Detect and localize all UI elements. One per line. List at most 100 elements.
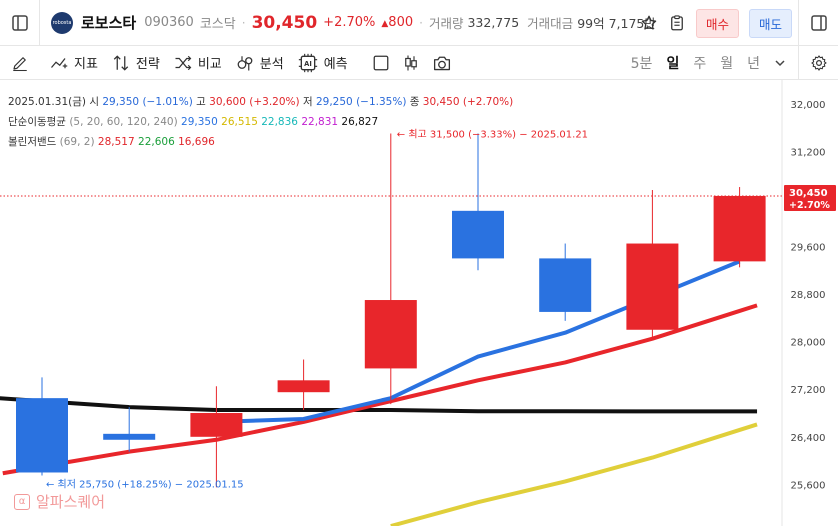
stock-header: robosta 로보스타 090360 코스닥 · 30,450 +2.70% … <box>0 0 838 46</box>
candle-body <box>364 300 417 369</box>
ma-value-20: 26,515 <box>221 116 258 128</box>
ai-chip-icon: AI <box>298 53 317 72</box>
ma-value-120: 22,831 <box>301 116 339 128</box>
chart-type-button[interactable] <box>402 54 420 72</box>
y-tick-label: 28,000 <box>791 338 826 349</box>
y-tick-label: 27,200 <box>791 385 826 396</box>
chart-legend: 2025.01.31(금) 시 29,350 (−1.01%) 고 30,600… <box>8 92 513 152</box>
volume-value: 332,775 <box>467 15 520 30</box>
bollinger-middle: 22,606 <box>138 136 175 148</box>
candlestick-icon <box>404 55 417 70</box>
period-4[interactable]: 년 <box>747 56 760 72</box>
analysis-label: 분석 <box>259 57 284 72</box>
up-triangle-icon: ▲ <box>381 19 389 29</box>
candle-body <box>277 380 330 393</box>
indicator-button[interactable]: 지표 <box>50 53 98 72</box>
candle-body <box>103 433 156 440</box>
price-chart[interactable]: 2025.01.31(금) 시 29,350 (−1.01%) 고 30,600… <box>0 80 838 526</box>
y-tick-label: 32,000 <box>791 100 826 111</box>
low-label: 저 <box>302 96 313 108</box>
gear-icon <box>810 55 827 71</box>
y-tick-label: 31,200 <box>791 147 826 158</box>
current-price-tag-pct: +2.70% <box>789 200 830 211</box>
open-value: 29,350 (−1.01%) <box>102 96 193 108</box>
separator-dot: · <box>241 15 246 30</box>
y-tick-label: 28,800 <box>791 290 826 301</box>
current-price: 30,450 <box>251 12 318 33</box>
square-icon <box>373 55 388 70</box>
chart-canvas[interactable]: 32,00031,20030,40029,60028,80028,00027,2… <box>0 80 838 526</box>
close-value: 30,450 (+2.70%) <box>422 96 514 108</box>
period-selector: 5분 일 주 월 년 <box>631 46 786 80</box>
shuffle-icon <box>175 55 192 70</box>
alphasquare-logo-icon: α <box>14 493 30 510</box>
ma-value-240: 26,827 <box>341 116 379 128</box>
ma-value-5: 29,350 <box>181 116 218 128</box>
pencil-icon <box>13 56 27 71</box>
bollinger-upper: 28,517 <box>97 136 135 148</box>
close-label: 종 <box>409 96 420 108</box>
watermark: α 알파스퀘어 <box>14 491 105 512</box>
strategy-icon <box>113 54 129 71</box>
watermark-text: 알파스퀘어 <box>36 493 106 511</box>
analysis-button[interactable]: 분석 <box>236 53 284 72</box>
change-percent: +2.70% <box>323 15 376 30</box>
chevron-down-icon[interactable] <box>774 57 786 69</box>
star-icon[interactable] <box>640 14 658 32</box>
toggle-right-panel-button[interactable] <box>798 0 838 46</box>
compare-button[interactable]: 비교 <box>174 53 222 72</box>
candle-body <box>626 243 679 330</box>
panel-right-icon <box>810 15 827 31</box>
amount-value: 99억 7,175만 <box>577 16 656 31</box>
toggle-left-panel-button[interactable] <box>0 0 40 46</box>
bollinger-params: (69, 2) <box>59 136 95 148</box>
market-name: 코스닥 <box>199 17 236 32</box>
ma-yellow-line <box>390 422 758 526</box>
legend-date: 2025.01.31(금) <box>8 96 86 108</box>
candle-body <box>713 195 766 262</box>
max-price-annotation: ← 최고 31,500 (−3.33%) − 2025.01.21 <box>397 129 588 141</box>
clipboard-icon[interactable] <box>668 14 686 32</box>
open-label: 시 <box>89 96 99 108</box>
period-2[interactable]: 주 <box>693 56 707 72</box>
sell-button[interactable]: 매도 <box>748 8 792 38</box>
chart-settings-button[interactable] <box>798 46 838 80</box>
low-value: 29,250 (−1.35%) <box>315 96 407 108</box>
indicator-label: 지표 <box>74 57 98 72</box>
bollinger-label: 볼린저밴드 <box>8 136 57 148</box>
ma-black-line <box>0 396 758 414</box>
min-price-annotation: ← 최저 25,750 (+18.25%) − 2025.01.15 <box>46 478 244 490</box>
indicator-icon <box>51 57 68 68</box>
buy-button[interactable]: 매수 <box>695 8 739 38</box>
period-3[interactable]: 월 <box>720 56 734 72</box>
high-label: 고 <box>196 96 206 108</box>
candle-body <box>452 210 504 259</box>
svg-text:AI: AI <box>304 59 312 67</box>
change-amount: ▲800 <box>381 15 414 30</box>
current-price-tag-value: 30,450 <box>789 188 828 199</box>
predict-button[interactable]: AI 예측 <box>298 53 348 73</box>
camera-icon <box>433 56 450 70</box>
analysis-icon <box>237 55 253 70</box>
separator-dot: · <box>419 15 423 30</box>
ma-params: (5, 20, 60, 120, 240) <box>69 116 178 128</box>
candle-body <box>190 413 243 437</box>
stock-name: 로보스타 <box>81 14 137 32</box>
screenshot-button[interactable] <box>432 54 452 72</box>
y-tick-label: 25,600 <box>791 480 826 491</box>
y-tick-label: 29,600 <box>791 243 826 254</box>
ma-value-60: 22,836 <box>261 116 298 128</box>
period-0[interactable]: 5분 <box>630 56 653 72</box>
stock-code: 090360 <box>144 15 194 30</box>
bollinger-lower: 16,696 <box>178 136 215 148</box>
ma-legend-row: 단순이동평균 (5, 20, 60, 120, 240) 29,350 26,5… <box>8 112 513 132</box>
strategy-label: 전략 <box>135 57 160 72</box>
checkbox-button[interactable] <box>372 54 390 72</box>
drawing-tool-button[interactable] <box>0 46 40 80</box>
high-value: 30,600 (+3.20%) <box>209 96 300 108</box>
panel-left-icon <box>11 14 28 31</box>
strategy-button[interactable]: 전략 <box>112 53 160 72</box>
period-1[interactable]: 일 <box>666 56 680 72</box>
chart-toolbar: 지표 전략 비교 분석 AI 예측 5분 일 주 월 년 <box>0 46 838 80</box>
candle-body <box>539 258 592 312</box>
